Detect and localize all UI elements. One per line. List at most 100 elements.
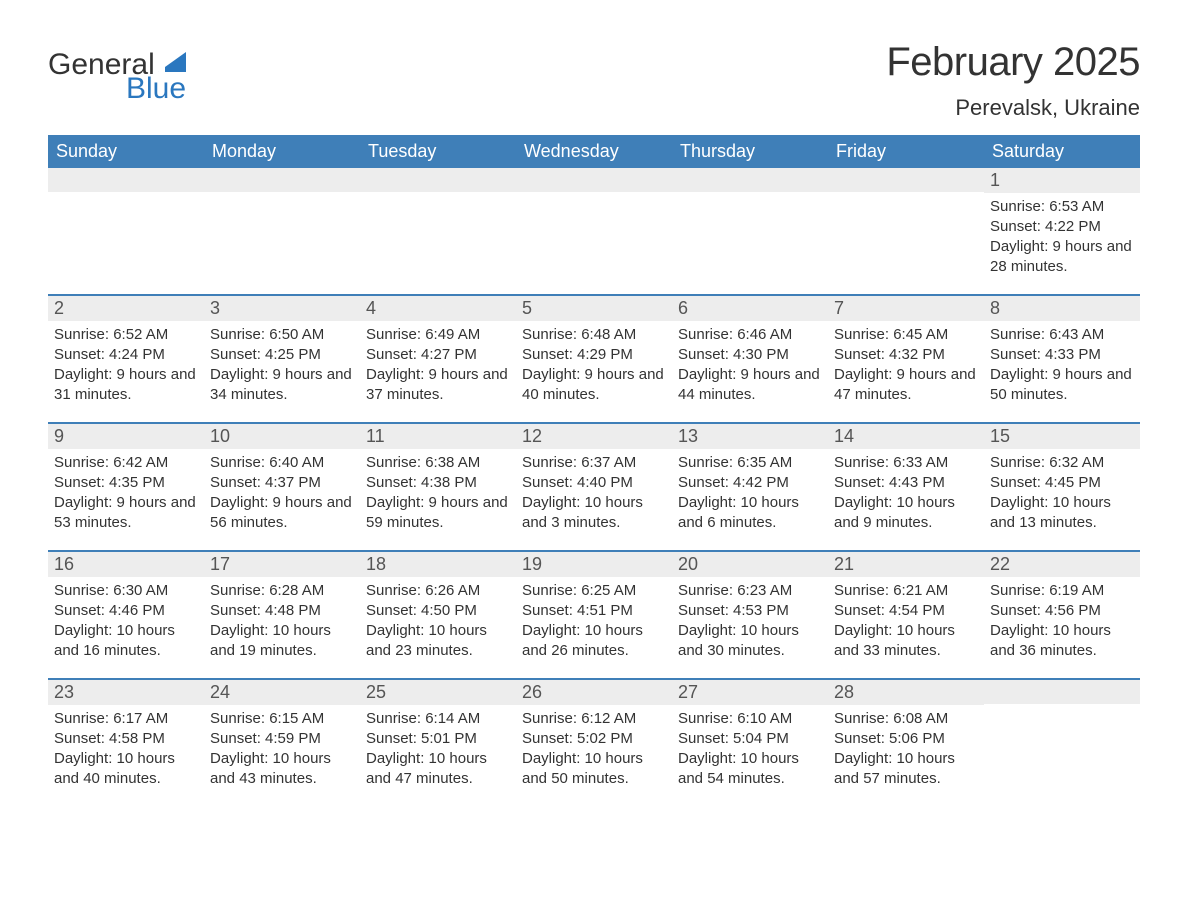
daylight-text: Daylight: 10 hours and 40 minutes. <box>54 749 198 789</box>
week-row: 9Sunrise: 6:42 AMSunset: 4:35 PMDaylight… <box>48 424 1140 550</box>
day-cell: 12Sunrise: 6:37 AMSunset: 4:40 PMDayligh… <box>516 424 672 550</box>
sunset-text: Sunset: 4:35 PM <box>54 473 198 493</box>
daylight-text: Daylight: 9 hours and 34 minutes. <box>210 365 354 405</box>
day-cell: 27Sunrise: 6:10 AMSunset: 5:04 PMDayligh… <box>672 680 828 806</box>
sunrise-text: Sunrise: 6:37 AM <box>522 453 666 473</box>
day-number: 26 <box>516 680 672 705</box>
sunrise-text: Sunrise: 6:32 AM <box>990 453 1134 473</box>
daylight-text: Daylight: 10 hours and 50 minutes. <box>522 749 666 789</box>
sunset-text: Sunset: 4:56 PM <box>990 601 1134 621</box>
day-of-week-header: SundayMondayTuesdayWednesdayThursdayFrid… <box>48 135 1140 168</box>
day-details: Sunrise: 6:17 AMSunset: 4:58 PMDaylight:… <box>48 705 204 799</box>
day-number: 13 <box>672 424 828 449</box>
day-details: Sunrise: 6:33 AMSunset: 4:43 PMDaylight:… <box>828 449 984 543</box>
day-details: Sunrise: 6:43 AMSunset: 4:33 PMDaylight:… <box>984 321 1140 415</box>
day-cell: 4Sunrise: 6:49 AMSunset: 4:27 PMDaylight… <box>360 296 516 422</box>
day-details: Sunrise: 6:23 AMSunset: 4:53 PMDaylight:… <box>672 577 828 671</box>
sunrise-text: Sunrise: 6:43 AM <box>990 325 1134 345</box>
day-details: Sunrise: 6:37 AMSunset: 4:40 PMDaylight:… <box>516 449 672 543</box>
sunset-text: Sunset: 4:45 PM <box>990 473 1134 493</box>
day-cell <box>360 168 516 294</box>
day-number: 2 <box>48 296 204 321</box>
sunrise-text: Sunrise: 6:10 AM <box>678 709 822 729</box>
daylight-text: Daylight: 9 hours and 53 minutes. <box>54 493 198 533</box>
week-row: 2Sunrise: 6:52 AMSunset: 4:24 PMDaylight… <box>48 296 1140 422</box>
week-row: 1Sunrise: 6:53 AMSunset: 4:22 PMDaylight… <box>48 168 1140 294</box>
daylight-text: Daylight: 10 hours and 43 minutes. <box>210 749 354 789</box>
daylight-text: Daylight: 9 hours and 40 minutes. <box>522 365 666 405</box>
calendar: SundayMondayTuesdayWednesdayThursdayFrid… <box>48 135 1140 806</box>
day-cell <box>48 168 204 294</box>
day-cell: 23Sunrise: 6:17 AMSunset: 4:58 PMDayligh… <box>48 680 204 806</box>
day-details: Sunrise: 6:48 AMSunset: 4:29 PMDaylight:… <box>516 321 672 415</box>
sunrise-text: Sunrise: 6:49 AM <box>366 325 510 345</box>
day-details: Sunrise: 6:25 AMSunset: 4:51 PMDaylight:… <box>516 577 672 671</box>
sunrise-text: Sunrise: 6:52 AM <box>54 325 198 345</box>
day-details: Sunrise: 6:45 AMSunset: 4:32 PMDaylight:… <box>828 321 984 415</box>
day-details: Sunrise: 6:35 AMSunset: 4:42 PMDaylight:… <box>672 449 828 543</box>
day-number: 1 <box>984 168 1140 193</box>
sunset-text: Sunset: 4:29 PM <box>522 345 666 365</box>
day-number: 5 <box>516 296 672 321</box>
sunrise-text: Sunrise: 6:25 AM <box>522 581 666 601</box>
sunset-text: Sunset: 4:58 PM <box>54 729 198 749</box>
day-number <box>516 168 672 192</box>
day-cell <box>516 168 672 294</box>
daylight-text: Daylight: 9 hours and 56 minutes. <box>210 493 354 533</box>
day-cell: 6Sunrise: 6:46 AMSunset: 4:30 PMDaylight… <box>672 296 828 422</box>
sunset-text: Sunset: 4:54 PM <box>834 601 978 621</box>
day-cell: 10Sunrise: 6:40 AMSunset: 4:37 PMDayligh… <box>204 424 360 550</box>
location: Perevalsk, Ukraine <box>886 95 1140 121</box>
day-details: Sunrise: 6:52 AMSunset: 4:24 PMDaylight:… <box>48 321 204 415</box>
daylight-text: Daylight: 9 hours and 47 minutes. <box>834 365 978 405</box>
day-cell: 26Sunrise: 6:12 AMSunset: 5:02 PMDayligh… <box>516 680 672 806</box>
week-row: 23Sunrise: 6:17 AMSunset: 4:58 PMDayligh… <box>48 680 1140 806</box>
dow-cell: Saturday <box>984 135 1140 168</box>
day-number: 9 <box>48 424 204 449</box>
sunrise-text: Sunrise: 6:46 AM <box>678 325 822 345</box>
day-cell: 15 Sunrise: 6:32 AMSunset: 4:45 PMDayligh… <box>984 424 1140 550</box>
day-cell: 17Sunrise: 6:28 AMSunset: 4:48 PMDayligh… <box>204 552 360 678</box>
sunrise-text: Sunrise: 6:35 AM <box>678 453 822 473</box>
sunset-text: Sunset: 5:02 PM <box>522 729 666 749</box>
day-details: Sunrise: 6:46 AMSunset: 4:30 PMDaylight:… <box>672 321 828 415</box>
sunset-text: Sunset: 4:43 PM <box>834 473 978 493</box>
day-details: Sunrise: 6:08 AMSunset: 5:06 PMDaylight:… <box>828 705 984 799</box>
title-block: February 2025 Perevalsk, Ukraine <box>886 40 1140 121</box>
daylight-text: Daylight: 10 hours and 33 minutes. <box>834 621 978 661</box>
weeks-container: 1Sunrise: 6:53 AMSunset: 4:22 PMDaylight… <box>48 168 1140 806</box>
day-number: 23 <box>48 680 204 705</box>
daylight-text: Daylight: 9 hours and 50 minutes. <box>990 365 1134 405</box>
sunset-text: Sunset: 4:32 PM <box>834 345 978 365</box>
day-cell <box>828 168 984 294</box>
sunset-text: Sunset: 5:01 PM <box>366 729 510 749</box>
day-cell: 9Sunrise: 6:42 AMSunset: 4:35 PMDaylight… <box>48 424 204 550</box>
day-details: Sunrise: 6:26 AMSunset: 4:50 PMDaylight:… <box>360 577 516 671</box>
day-number: 14 <box>828 424 984 449</box>
daylight-text: Daylight: 10 hours and 3 minutes. <box>522 493 666 533</box>
day-cell: 25Sunrise: 6:14 AMSunset: 5:01 PMDayligh… <box>360 680 516 806</box>
day-details: Sunrise: 6:19 AMSunset: 4:56 PMDaylight:… <box>984 577 1140 671</box>
day-cell: 3Sunrise: 6:50 AMSunset: 4:25 PMDaylight… <box>204 296 360 422</box>
dow-cell: Friday <box>828 135 984 168</box>
day-details: Sunrise: 6:40 AMSunset: 4:37 PMDaylight:… <box>204 449 360 543</box>
day-number: 22 <box>984 552 1140 577</box>
day-cell: 16Sunrise: 6:30 AMSunset: 4:46 PMDayligh… <box>48 552 204 678</box>
day-details: Sunrise: 6:53 AMSunset: 4:22 PMDaylight:… <box>984 193 1140 287</box>
day-details: Sunrise: 6:50 AMSunset: 4:25 PMDaylight:… <box>204 321 360 415</box>
header: General Blue February 2025 Perevalsk, Uk… <box>48 40 1140 121</box>
day-number: 27 <box>672 680 828 705</box>
day-number: 24 <box>204 680 360 705</box>
day-number: 6 <box>672 296 828 321</box>
day-cell: 18Sunrise: 6:26 AMSunset: 4:50 PMDayligh… <box>360 552 516 678</box>
daylight-text: Daylight: 10 hours and 13 minutes. <box>990 493 1134 533</box>
day-cell: 2Sunrise: 6:52 AMSunset: 4:24 PMDaylight… <box>48 296 204 422</box>
dow-cell: Thursday <box>672 135 828 168</box>
day-number <box>828 168 984 192</box>
daylight-text: Daylight: 10 hours and 47 minutes. <box>366 749 510 789</box>
day-number: 3 <box>204 296 360 321</box>
day-number: 20 <box>672 552 828 577</box>
daylight-text: Daylight: 10 hours and 9 minutes. <box>834 493 978 533</box>
day-cell: 1Sunrise: 6:53 AMSunset: 4:22 PMDaylight… <box>984 168 1140 294</box>
day-number: 15 <box>984 424 1140 449</box>
